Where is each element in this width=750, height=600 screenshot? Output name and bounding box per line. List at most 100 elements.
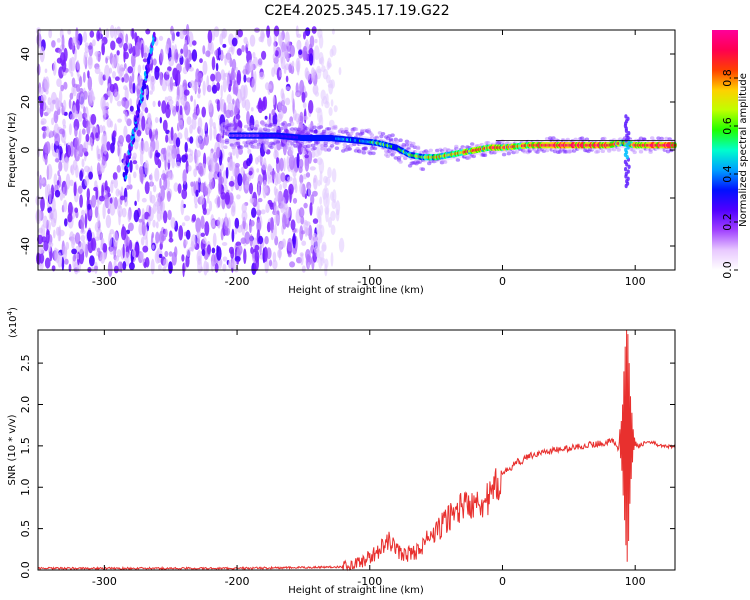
snr-series-line <box>37 329 676 572</box>
spectrogram-noise-cell <box>91 195 97 208</box>
spectrogram-ridge-halo <box>470 142 475 146</box>
spectrogram-spike-cell <box>624 167 628 172</box>
spectrogram-noise-cell <box>63 81 68 90</box>
spectrogram-noise-cell <box>241 45 245 53</box>
spectrogram-noise-cell <box>48 29 53 39</box>
spectrogram-noise-cell <box>216 82 221 91</box>
spectrogram-noise-cell <box>68 57 73 74</box>
spectrogram-noise-cell <box>298 49 303 56</box>
spectrogram-noise-cell <box>111 56 117 69</box>
spectrogram-ridge-halo <box>310 143 316 148</box>
spectrogram-noise-cell <box>103 194 109 200</box>
spectrogram-noise-cell <box>314 45 320 61</box>
spectrogram-noise-cell <box>288 154 295 171</box>
spectrogram-noise-cell <box>312 218 319 224</box>
spectrogram-noise-cell <box>63 141 67 146</box>
spectrogram-noise-cell <box>296 152 300 169</box>
snr-y-tick-label: 2.5 <box>19 354 32 372</box>
spectrogram-noise-cell <box>199 195 205 206</box>
spectrogram-ridge-halo <box>656 136 661 140</box>
spectrogram-noise-cell <box>283 203 288 211</box>
spectrogram-ridge-halo <box>371 151 376 156</box>
spectrogram-noise-cell <box>104 64 110 81</box>
spectrogram-noise-cell <box>218 162 224 172</box>
spectrogram-noise-cell <box>127 222 134 232</box>
spectrogram-noise-cell <box>87 76 93 91</box>
spectrogram-noise-cell <box>122 243 125 259</box>
spectrogram-noise-cell <box>204 221 210 237</box>
spectrogram-noise-cell <box>102 203 106 220</box>
spectrogram-noise-cell <box>250 107 254 112</box>
spectrogram-noise-cell <box>77 185 83 194</box>
spectrogram-noise-cell <box>164 228 168 238</box>
spectrogram-spike-cell <box>624 114 628 119</box>
spectrogram-noise-cell <box>152 219 156 228</box>
spectrogram-noise-cell <box>150 172 153 187</box>
spectrogram-noise-cell <box>171 28 176 44</box>
spectrogram-noise-cell <box>173 182 179 192</box>
spectrogram-streak-cell <box>152 31 156 38</box>
spectrogram-noise-cell <box>105 214 112 229</box>
spectrogram-noise-cell <box>140 169 144 185</box>
spectrogram-noise-cell <box>199 58 203 64</box>
spectrogram-noise-cell <box>118 135 124 145</box>
spectrogram-noise-cell <box>141 221 146 236</box>
spectrogram-noise-cell <box>52 61 57 76</box>
spectrogram-x-tick-label: 100 <box>625 275 646 288</box>
spectrogram-spike-cell <box>624 147 628 153</box>
spectrogram-noise-cell <box>151 84 155 92</box>
spectrogram-y-tick-label: -20 <box>19 189 32 207</box>
spectrogram-noise-cell <box>136 189 140 203</box>
spectrogram-noise-cell <box>84 175 89 187</box>
snr-x-tick-label: -100 <box>357 575 382 588</box>
spectrogram-noise-cell <box>191 234 197 249</box>
snr-y-tick-label: 0.5 <box>19 520 32 538</box>
spectrogram-noise-cell <box>279 157 284 172</box>
spectrogram-noise-cell <box>280 172 286 183</box>
spectrogram-noise-cell <box>254 244 260 251</box>
spectrogram-noise-cell <box>104 180 108 193</box>
spectrogram-noise-cell <box>64 218 68 227</box>
snr-scale-label: (x104) <box>6 307 19 338</box>
spectrogram-noise-cell <box>78 242 84 255</box>
spectrogram-noise-cell <box>222 78 227 93</box>
spectrogram-ridge-halo <box>280 122 285 126</box>
spectrogram-noise-cell <box>125 236 130 246</box>
spectrogram-noise-cell <box>121 97 126 108</box>
spectrogram-noise-cell <box>319 196 323 205</box>
spectrogram-noise-cell <box>152 184 157 193</box>
spectrogram-noise-cell <box>313 177 317 183</box>
spectrogram-ridge-halo <box>602 136 607 141</box>
spectrogram-noise-cell <box>197 87 201 95</box>
spectrogram-noise-cell <box>79 170 83 182</box>
spectrogram-noise-cell <box>96 228 102 241</box>
spectrogram-noise-cell <box>154 201 160 207</box>
spectrogram-ridge-halo <box>638 149 644 154</box>
spectrogram-noise-cell <box>169 104 175 111</box>
spectrogram-noise-cell <box>120 261 123 273</box>
spectrogram-noise-cell <box>97 212 100 227</box>
spectrogram-noise-cell <box>298 207 305 218</box>
spectrogram-ridge-halo <box>342 142 347 147</box>
snr-x-tick-label: -300 <box>92 575 117 588</box>
spectrogram-noise-cell <box>257 174 263 187</box>
spectrogram-ridge-halo <box>304 126 309 131</box>
spectrogram-noise-cell <box>154 117 159 124</box>
spectrogram-noise-cell <box>175 161 182 168</box>
spectrogram-noise-cell <box>235 147 239 159</box>
spectrogram-ridge-halo <box>302 144 308 149</box>
spectrogram-noise-cell <box>57 170 60 177</box>
spectrogram-noise-cell <box>293 109 297 121</box>
spectrogram-noise-cell <box>282 180 287 189</box>
spectrogram-noise-cell <box>74 207 79 213</box>
spectrogram-ridge-halo <box>234 129 239 133</box>
spectrogram-noise-cell <box>135 163 139 171</box>
spectrogram-noise-cell <box>116 100 122 107</box>
spectrogram-noise-cell <box>330 224 336 236</box>
spectrogram-noise-cell <box>180 199 185 216</box>
spectrogram-noise-cell <box>288 183 294 195</box>
spectrogram-ridge-halo <box>650 136 655 140</box>
spectrogram-noise-cell <box>330 79 335 89</box>
spectrogram-noise-cell <box>268 259 273 267</box>
snr-y-label: SNR (10 * v/v) <box>7 414 18 485</box>
